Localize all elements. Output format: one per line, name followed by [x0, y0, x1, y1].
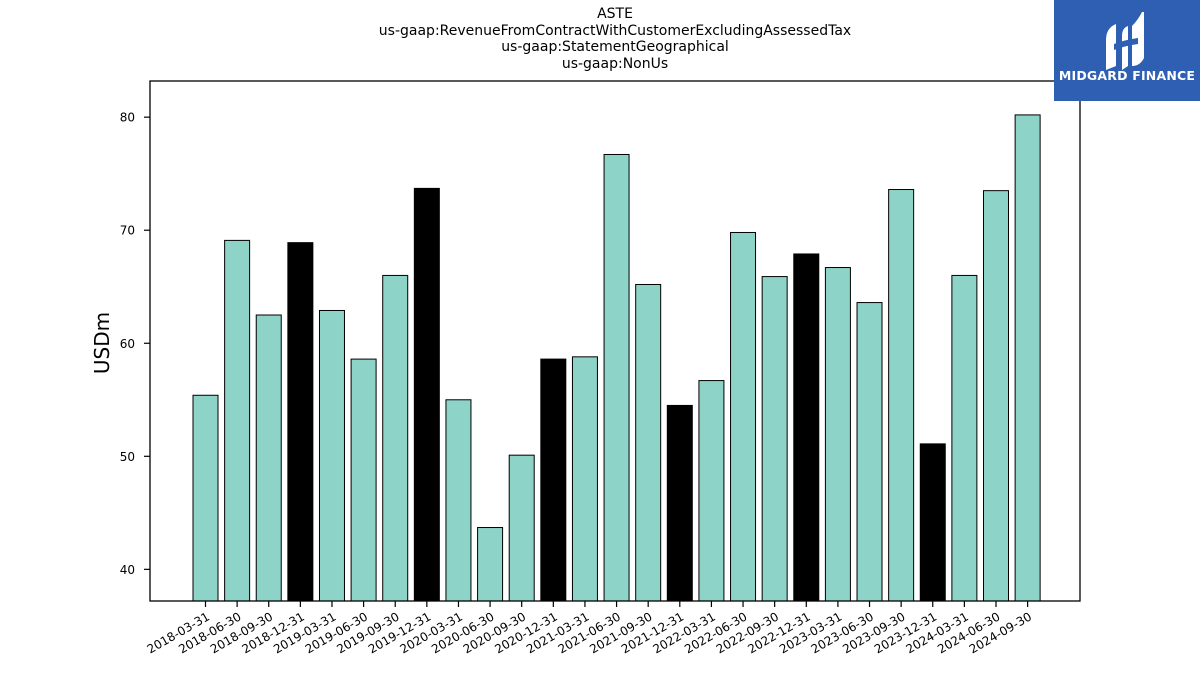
y-axis-label: USDm: [90, 312, 114, 374]
bar-2020-09-30: [508, 454, 535, 602]
bar-2021-03-31: [571, 356, 598, 602]
bar-2022-03-31: [698, 380, 725, 602]
bar-2018-06-30: [224, 239, 251, 602]
logo-text: MIDGARD FINANCE: [1058, 68, 1196, 83]
title-line-axis: us-gaap:StatementGeographical: [501, 39, 729, 55]
bar-2020-06-30: [477, 527, 504, 602]
bar-2023-03-31: [824, 267, 851, 602]
bar-2024-09-30: [1014, 114, 1041, 602]
x-axis: 2018-03-312018-06-302018-09-302018-12-31…: [145, 601, 1034, 656]
title-line-member: us-gaap:NonUs: [561, 55, 669, 72]
bar-2018-09-30: [255, 314, 282, 602]
bars-group: [192, 114, 1041, 602]
y-tick-label: 80: [120, 111, 135, 125]
bar-2019-12-31: [413, 187, 440, 602]
bar-2022-06-30: [730, 231, 757, 602]
bar-2024-06-30: [983, 190, 1009, 602]
plot-frame: [149, 80, 1081, 602]
logo-mark-icon: [1106, 12, 1144, 70]
y-tick-label: 60: [120, 337, 135, 351]
bar-2020-12-31: [540, 358, 567, 602]
bar-2018-12-31: [287, 242, 314, 602]
y-axis: 40 50 60 70 80: [120, 111, 150, 577]
bar-2023-06-30: [856, 302, 883, 602]
title-line-ticker: ASTE: [597, 6, 633, 22]
y-tick-label: 70: [120, 224, 135, 238]
bar-2021-12-31: [666, 404, 693, 602]
y-tick-label: 50: [120, 450, 135, 464]
bar-2022-12-31: [793, 253, 820, 602]
bar-2023-09-30: [888, 189, 915, 602]
bar-2019-09-30: [382, 274, 409, 602]
bar-2021-09-30: [635, 283, 662, 602]
midgard-finance-logo: MIDGARD FINANCE: [1054, 0, 1200, 101]
bar-2023-12-31: [919, 443, 946, 602]
bar-2018-03-31: [192, 394, 219, 602]
title-line-concept: us-gaap:RevenueFromContractWithCustomerE…: [378, 22, 852, 39]
bar-2024-03-31: [951, 274, 978, 602]
y-tick-label: 40: [120, 563, 135, 577]
bar-2022-09-30: [761, 276, 788, 602]
bar-2020-03-31: [445, 399, 472, 602]
bar-2019-06-30: [350, 358, 377, 602]
chart-title: ASTE us-gaap:RevenueFromContractWithCust…: [150, 6, 1080, 72]
bar-2019-03-31: [318, 309, 345, 602]
bar-2021-06-30: [603, 153, 630, 602]
